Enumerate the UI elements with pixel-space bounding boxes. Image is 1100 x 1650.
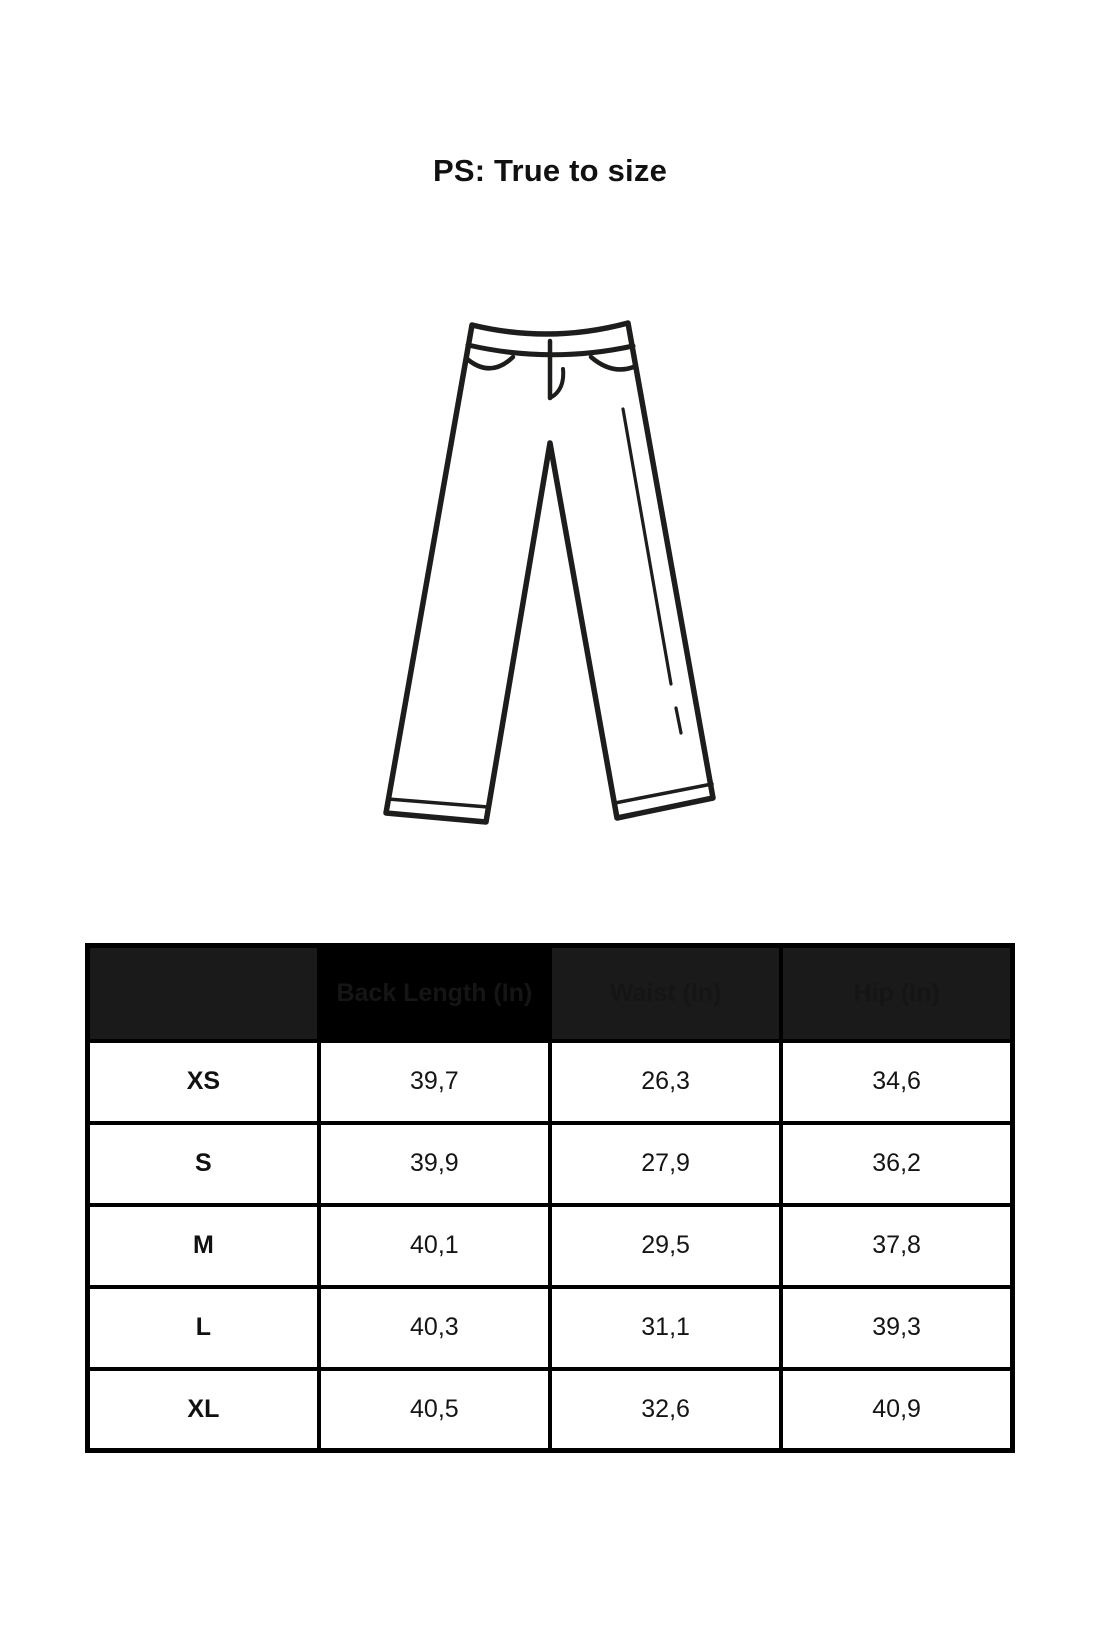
hip-value: 37,8 (779, 1202, 1015, 1289)
seam-line (621, 407, 673, 686)
size-chart-table: Back Length (In) Waist (In) Hip (In) XS … (85, 943, 1015, 1453)
waist-value: 27,9 (547, 1120, 784, 1207)
hip-value: 36,2 (779, 1120, 1015, 1207)
size-label: S (85, 1120, 321, 1207)
left-hem-line (386, 797, 490, 809)
page-title: PS: True to size (432, 153, 668, 188)
back-length-value: 39,9 (316, 1120, 553, 1207)
table-row-s: S 39,9 27,9 36,2 (85, 1120, 1015, 1207)
table-row-l: L 40,3 31,1 39,3 (85, 1284, 1015, 1371)
pants-illustration (383, 320, 716, 825)
fly-curve (548, 367, 566, 400)
size-label: L (85, 1284, 321, 1371)
back-length-value: 40,1 (316, 1202, 553, 1289)
size-chart-header: Back Length (In) Waist (In) Hip (In) (85, 943, 1015, 1043)
right-hem-line (613, 782, 714, 805)
hip-value: 39,3 (779, 1284, 1015, 1371)
size-label: XS (85, 1038, 321, 1125)
seam-line-dash (674, 706, 683, 735)
table-row-m: M 40,1 29,5 37,8 (85, 1202, 1015, 1289)
hip-value: 40,9 (779, 1366, 1015, 1453)
hip-value: 34,6 (779, 1038, 1015, 1125)
header-waist: Waist (In) (547, 943, 784, 1043)
back-length-value: 40,3 (316, 1284, 553, 1371)
table-row-xl: XL 40,5 32,6 40,9 (85, 1366, 1015, 1453)
header-hip: Hip (In) (779, 943, 1015, 1043)
size-label: XL (85, 1366, 321, 1453)
header-row: Back Length (In) Waist (In) Hip (In) (85, 943, 1015, 1043)
waist-value: 29,5 (547, 1202, 784, 1289)
table-row-xs: XS 39,7 26,3 34,6 (85, 1038, 1015, 1125)
header-corner-cell (85, 943, 321, 1043)
waist-value: 31,1 (547, 1284, 784, 1371)
left-pocket-curve (463, 354, 516, 371)
back-length-value: 40,5 (316, 1366, 553, 1453)
waist-value: 32,6 (547, 1366, 784, 1453)
back-length-value: 39,7 (316, 1038, 553, 1125)
right-pocket-curve (588, 354, 639, 372)
size-label: M (85, 1202, 321, 1289)
waist-value: 26,3 (547, 1038, 784, 1125)
header-back-length: Back Length (In) (316, 943, 553, 1043)
